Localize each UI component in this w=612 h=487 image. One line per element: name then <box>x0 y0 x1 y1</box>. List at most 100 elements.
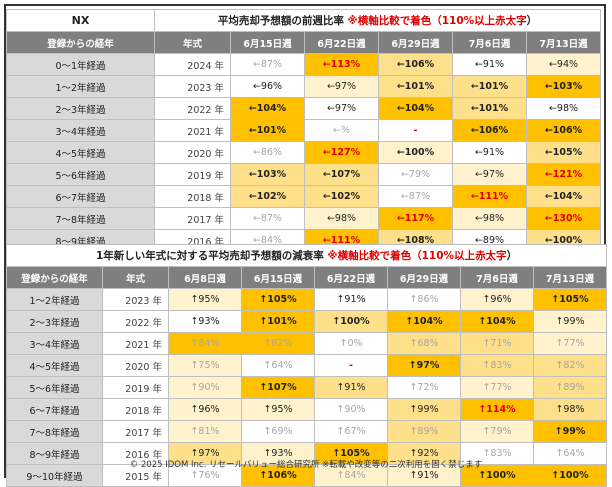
ratio-cell: ↑89% <box>387 420 461 443</box>
col-header-week: 6月8日週 <box>168 266 242 289</box>
row-age-label: 2～3年経過 <box>6 97 155 120</box>
ratio-cell: ←104% <box>378 97 453 120</box>
row-model-year: 2021 年 <box>102 332 169 355</box>
ratio-cell: ↑95% <box>241 398 315 421</box>
row-age-label: 3～4年経過 <box>6 119 155 142</box>
ratio-cell: ←106% <box>378 53 453 76</box>
ratio-cell: ←98% <box>452 207 527 230</box>
ratio-cell: ↑83% <box>460 442 534 465</box>
ratio-cell: ↑0% <box>314 332 388 355</box>
ratio-cell: ↑90% <box>168 376 242 399</box>
ratio-cell: ↑91% <box>314 288 388 311</box>
ratio-cell: ↑97% <box>387 354 461 377</box>
ratio-cell: ↑98% <box>533 398 607 421</box>
table-row: 5～6年経過 2019 年 ←103% ←107% ←79% ←97% ←121% <box>6 163 601 186</box>
ratio-cell: ↑104% <box>460 310 534 333</box>
ratio-cell: ↑71% <box>460 332 534 355</box>
table-row: 6～7年経過 2018 年 ↑96% ↑95% ↑90% ↑99% ↑114% ↑98% <box>6 398 607 421</box>
ratio-cell: ↑105% <box>241 288 315 311</box>
ratio-cell: ↑72% <box>387 376 461 399</box>
row-model-year: 2024 年 <box>154 53 231 76</box>
ratio-cell: ↑92% <box>387 442 461 465</box>
col-header-week: 7月6日週 <box>452 31 527 54</box>
ratio-cell: ←103% <box>526 75 601 98</box>
ratio-cell: ↑105% <box>533 288 607 311</box>
ratio-cell: ↑83% <box>460 354 534 377</box>
ratio-cell: ↑79% <box>460 420 534 443</box>
ratio-cell: ↑77% <box>533 332 607 355</box>
ratio-cell: ←87% <box>378 185 453 208</box>
table-row: 9～10年経過 2015 年 ↑76% ↑106% ↑84% ↑91% ↑100% ↑100% <box>6 464 607 487</box>
ratio-cell: ←97% <box>452 163 527 186</box>
ratio-cell: ↑96% <box>168 398 242 421</box>
row-age-label: 4～5年経過 <box>6 354 103 377</box>
col-header-week: 6月29日週 <box>387 266 461 289</box>
row-age-label: 3～4年経過 <box>6 332 103 355</box>
ratio-cell: ↑91% <box>314 376 388 399</box>
ratio-cell: ←105% <box>526 141 601 164</box>
row-model-year: 2021 年 <box>154 119 231 142</box>
ratio-cell: ↑105% <box>314 442 388 465</box>
table-row: 2～3年経過 2022 年 ←104% ←97% ←104% ←101% ←98% <box>6 97 601 120</box>
ratio-cell: ←103% <box>230 163 305 186</box>
weekly-ratio-table: NX 平均売却予想額の前週比率 ※横軸比較で着色（110%以上赤太字） 登録から… <box>6 9 601 274</box>
ratio-cell: ↑81% <box>168 420 242 443</box>
col-header-week: 7月13日週 <box>526 31 601 54</box>
ratio-cell: ←102% <box>230 185 305 208</box>
ratio-cell: ↑107% <box>241 376 315 399</box>
row-model-year: 2023 年 <box>102 288 169 311</box>
row-model-year: 2017 年 <box>102 420 169 443</box>
ratio-cell: ←101% <box>452 97 527 120</box>
ratio-cell: ←96% <box>230 75 305 98</box>
ratio-cell: ←98% <box>526 97 601 120</box>
row-model-year: 2019 年 <box>102 376 169 399</box>
ratio-cell: ←121% <box>526 163 601 186</box>
ratio-cell: ←102% <box>304 185 379 208</box>
row-age-label: 9～10年経過 <box>6 464 103 487</box>
ratio-cell: ↑100% <box>314 310 388 333</box>
table-row: 3～4年経過 2021 年 ←101% ←% - ←106% ←106% <box>6 119 601 142</box>
table-row: 4～5年経過 2020 年 ↑75% ↑64% - ↑97% ↑83% ↑82% <box>6 354 607 377</box>
table2-title: 1年新しい年式に対する平均売却予想額の減衰率 ※横軸比較で着色（110%以上赤太… <box>6 244 607 267</box>
row-model-year: 2018 年 <box>102 398 169 421</box>
table-row: 1～2年経過 2023 年 ←96% ←97% ←101% ←101% ←103% <box>6 75 601 98</box>
col-header-week: 7月6日週 <box>460 266 534 289</box>
ratio-cell: ←104% <box>526 185 601 208</box>
table-row: 7～8年経過 2017 年 ↑81% ↑69% ↑67% ↑89% ↑79% ↑99% <box>6 420 607 443</box>
col-header-week: 6月29日週 <box>378 31 453 54</box>
row-age-label: 1～2年経過 <box>6 288 103 311</box>
ratio-cell: ↑99% <box>387 398 461 421</box>
ratio-cell: ↑86% <box>387 288 461 311</box>
ratio-cell: ↑82% <box>241 332 315 355</box>
ratio-cell: ←87% <box>230 207 305 230</box>
table-row: 5～6年経過 2019 年 ↑90% ↑107% ↑91% ↑72% ↑77% ↑89% <box>6 376 607 399</box>
ratio-cell: ←79% <box>378 163 453 186</box>
ratio-cell: ↑64% <box>241 354 315 377</box>
ratio-cell: ↑89% <box>533 376 607 399</box>
ratio-cell: ↑67% <box>314 420 388 443</box>
row-age-label: 5～6年経過 <box>6 376 103 399</box>
ratio-cell: ↑77% <box>460 376 534 399</box>
table2-header-row: 登録からの経年 年式 6月8日週 6月15日週 6月22日週 6月29日週 7月… <box>6 266 607 289</box>
ratio-cell: ↑69% <box>241 420 315 443</box>
ratio-cell: ←101% <box>378 75 453 98</box>
ratio-cell: ←98% <box>304 207 379 230</box>
ratio-cell: ↑93% <box>168 310 242 333</box>
ratio-cell: ↑68% <box>387 332 461 355</box>
ratio-cell: ↑90% <box>314 398 388 421</box>
row-model-year: 2022 年 <box>102 310 169 333</box>
row-model-year: 2015 年 <box>102 464 169 487</box>
row-age-label: 7～8年経過 <box>6 420 103 443</box>
ratio-cell: ↑99% <box>533 310 607 333</box>
col-header-week: 6月15日週 <box>230 31 305 54</box>
row-model-year: 2018 年 <box>154 185 231 208</box>
row-age-label: 7～8年経過 <box>6 207 155 230</box>
table-row: 3～4年経過 2021 年 ↑84% ↑82% ↑0% ↑68% ↑71% ↑77% <box>6 332 607 355</box>
row-age-label: 1～2年経過 <box>6 75 155 98</box>
table-row: 8～9年経過 2016 年 ↑97% ↑93% ↑105% ↑92% ↑83% ↑64% <box>6 442 607 465</box>
row-model-year: 2020 年 <box>154 141 231 164</box>
ratio-cell: ←111% <box>452 185 527 208</box>
ratio-cell: ↑106% <box>241 464 315 487</box>
row-age-label: 0～1年経過 <box>6 53 155 76</box>
table1-title: 平均売却予想額の前週比率 ※横軸比較で着色（110%以上赤太字） <box>154 9 601 32</box>
